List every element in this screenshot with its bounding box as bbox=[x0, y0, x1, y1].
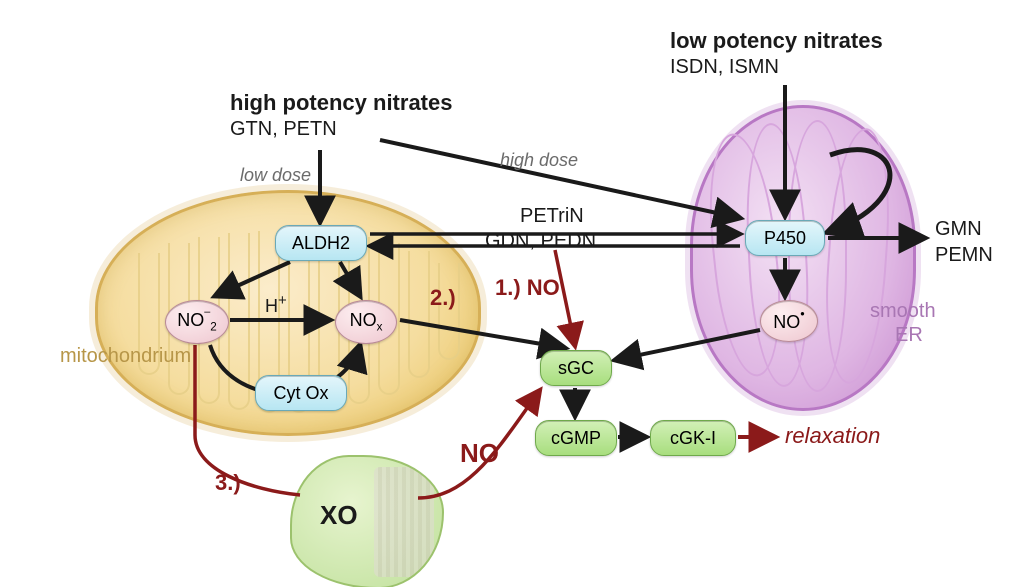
p450-label: P450 bbox=[764, 228, 806, 249]
sgc-label: sGC bbox=[558, 358, 594, 379]
cgmp-label: cGMP bbox=[551, 428, 601, 449]
no-label: NO bbox=[460, 438, 499, 469]
cgk-box: cGK-I bbox=[650, 420, 736, 456]
gmn-label: GMN bbox=[935, 218, 982, 241]
xo-protein-shape bbox=[290, 455, 444, 587]
mito-label: mitochondrium bbox=[60, 345, 191, 368]
hplus-label: H+ bbox=[265, 292, 287, 317]
nodot-box: NO• bbox=[760, 300, 818, 342]
diagram-stage: ALDH2 NO–2 NOx Cyt Ox P450 NO• sGC cGMP … bbox=[0, 0, 1024, 587]
low-sub: ISDN, ISMN bbox=[670, 56, 779, 79]
sgc-box: sGC bbox=[540, 350, 612, 386]
nox-label: NOx bbox=[350, 310, 383, 334]
step3-label: 3.) bbox=[215, 470, 241, 496]
relaxation-label: relaxation bbox=[785, 423, 880, 449]
aldh2-label: ALDH2 bbox=[292, 233, 350, 254]
high-sub: GTN, PETN bbox=[230, 118, 337, 141]
smooth-label: smooth bbox=[870, 300, 936, 323]
smooth-er-shape bbox=[690, 105, 916, 411]
cgk-label: cGK-I bbox=[670, 428, 716, 449]
cytox-label: Cyt Ox bbox=[273, 383, 328, 404]
no2-label: NO–2 bbox=[177, 310, 217, 334]
low-title: low potency nitrates bbox=[670, 28, 883, 54]
petrin-label: PETriN bbox=[520, 205, 584, 228]
low-dose-note: low dose bbox=[240, 165, 311, 186]
cgmp-box: cGMP bbox=[535, 420, 617, 456]
high-dose-note: high dose bbox=[500, 150, 578, 171]
high-title: high potency nitrates bbox=[230, 90, 452, 116]
step2-label: 2.) bbox=[430, 285, 456, 311]
er-label: ER bbox=[895, 324, 923, 347]
cytox-box: Cyt Ox bbox=[255, 375, 347, 411]
no2-box: NO–2 bbox=[165, 300, 229, 344]
nox-box: NOx bbox=[335, 300, 397, 344]
nodot-label: NO• bbox=[773, 310, 804, 333]
gdn-label: GDN, PEDN bbox=[485, 230, 596, 253]
step1-label: 1.) NO bbox=[495, 275, 560, 301]
p450-box: P450 bbox=[745, 220, 825, 256]
aldh2-box: ALDH2 bbox=[275, 225, 367, 261]
xo-label: XO bbox=[320, 500, 358, 531]
pemn-label: PEMN bbox=[935, 244, 993, 267]
